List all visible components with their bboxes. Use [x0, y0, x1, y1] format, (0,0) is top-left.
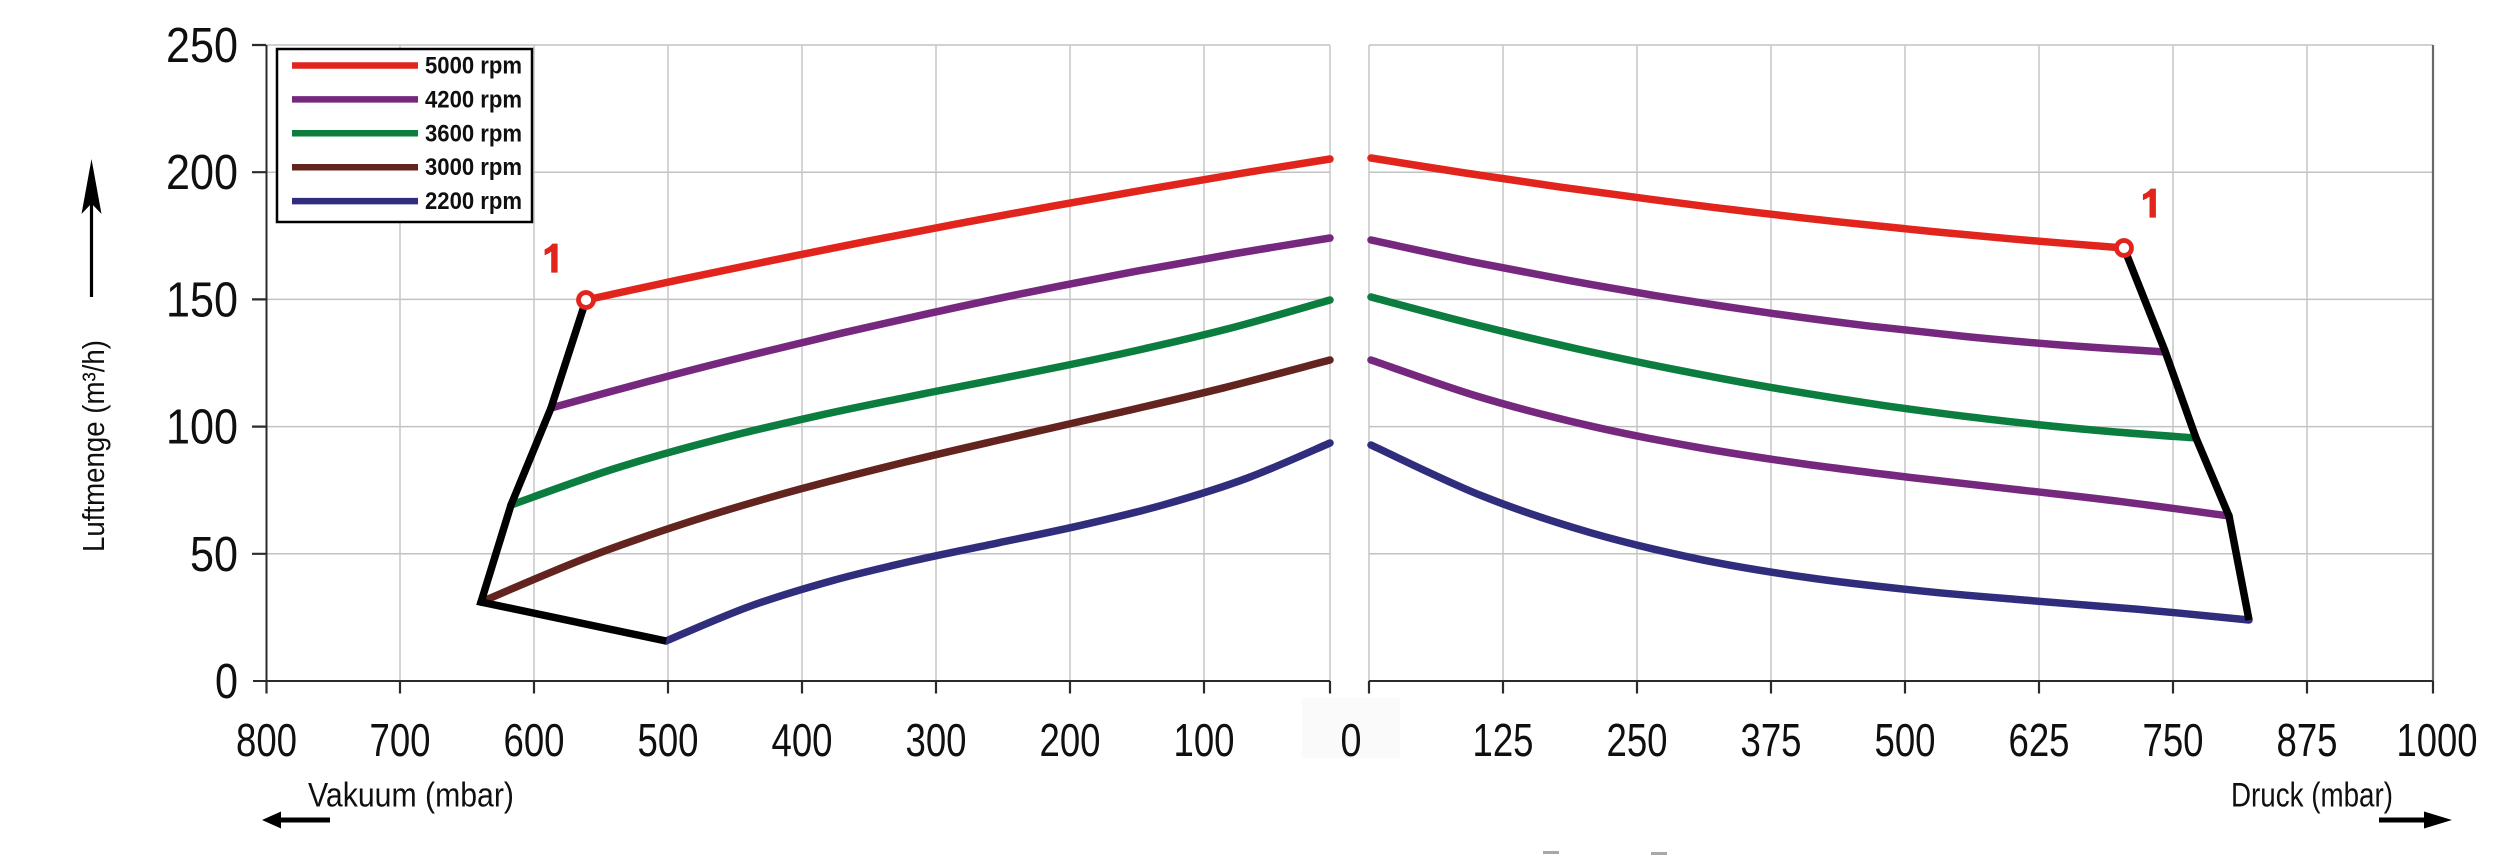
svg-text:200: 200 [1040, 714, 1101, 766]
svg-text:750: 750 [2143, 714, 2204, 766]
svg-text:500: 500 [638, 714, 699, 766]
svg-text:700: 700 [370, 714, 431, 766]
svg-text:875: 875 [2277, 714, 2338, 766]
svg-text:250: 250 [1607, 714, 1668, 766]
svg-text:250: 250 [166, 19, 238, 73]
svg-text:1000: 1000 [2397, 714, 2478, 766]
svg-text:5000 rpm: 5000 rpm [425, 53, 522, 80]
svg-text:4200 rpm: 4200 rpm [425, 86, 522, 113]
svg-text:3000 rpm: 3000 rpm [425, 154, 522, 181]
svg-text:100: 100 [1174, 714, 1235, 766]
svg-text:300: 300 [906, 714, 967, 766]
svg-text:2200 rpm: 2200 rpm [425, 188, 522, 215]
svg-text:625: 625 [2009, 714, 2070, 766]
svg-text:375: 375 [1741, 714, 1802, 766]
svg-text:125: 125 [1473, 714, 1534, 766]
svg-text:0: 0 [1341, 714, 1362, 766]
svg-text:0: 0 [215, 655, 238, 709]
svg-text:3600 rpm: 3600 rpm [425, 120, 522, 147]
svg-text:500: 500 [1875, 714, 1936, 766]
svg-text:150: 150 [166, 273, 238, 327]
svg-text:200: 200 [166, 146, 238, 200]
svg-text:800: 800 [236, 714, 297, 766]
svg-text:Druck (mbar): Druck (mbar) [2231, 777, 2393, 815]
svg-text:100: 100 [166, 401, 238, 455]
svg-text:Luftmenge (m³/h): Luftmenge (m³/h) [76, 340, 111, 552]
svg-text:600: 600 [504, 714, 565, 766]
svg-text:50: 50 [190, 528, 238, 582]
svg-text:400: 400 [772, 714, 833, 766]
svg-text:Vakuum (mbar): Vakuum (mbar) [308, 777, 514, 815]
